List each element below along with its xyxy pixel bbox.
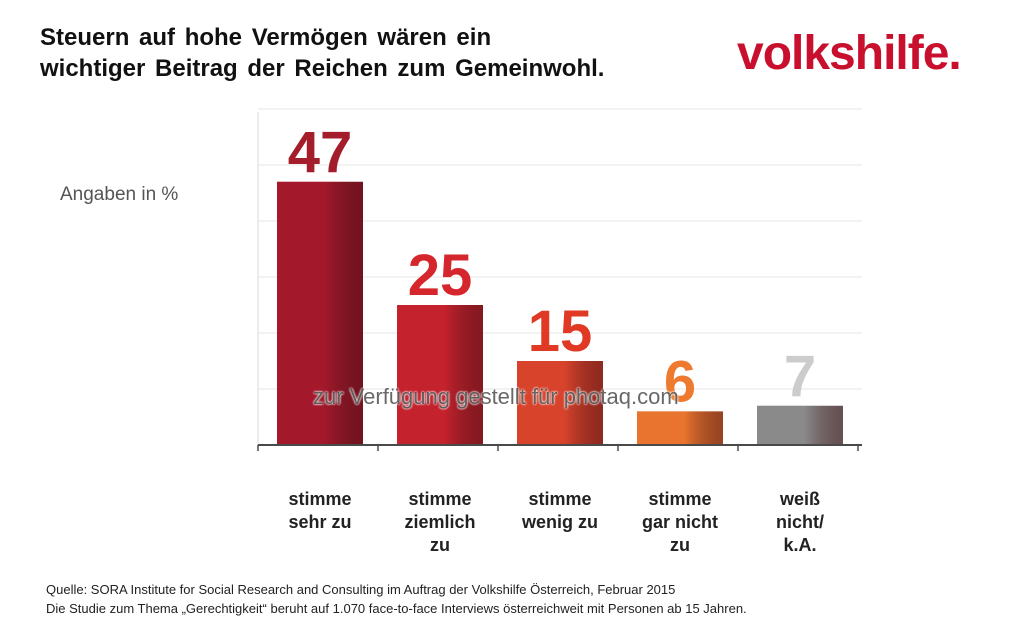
volkshilfe-logo: volkshilfe. — [737, 27, 962, 80]
watermark: zur Verfügung gestellt für photaq.com — [313, 384, 679, 409]
category-label: stimme sehr zu — [288, 489, 351, 532]
title-line-2: wichtiger Beitrag der Reichen zum Gemein… — [40, 55, 605, 82]
bar-value-label: 6 — [664, 349, 696, 414]
category-label: stimme wenig zu — [521, 489, 598, 532]
category-label: stimme gar nicht zu — [642, 489, 718, 555]
source-footer: Quelle: SORA Institute for Social Resear… — [46, 580, 747, 618]
category-label: stimme ziemlich zu — [404, 489, 475, 555]
bar-value-label: 7 — [784, 344, 816, 409]
y-axis-label: Angaben in % — [60, 184, 179, 205]
bar-shading — [397, 305, 483, 445]
bar-value-label: 25 — [408, 243, 473, 308]
x-axis — [257, 444, 862, 451]
bar-shading — [757, 405, 843, 445]
bar-shading — [277, 181, 363, 446]
bar-shading — [517, 361, 603, 445]
bar-value-label: 15 — [528, 299, 593, 364]
bar-value-label: 47 — [288, 120, 353, 185]
category-labels: stimme sehr zu stimme ziemlich zu stimme wenig… — [288, 489, 824, 555]
category-label: weiß nicht/k.A. — [776, 489, 824, 555]
bar-shading — [637, 411, 723, 445]
chart-title: Steuern auf hohe Vermögen wären ein wich… — [40, 22, 740, 84]
bars: 47 25 15 6 7 — [277, 120, 843, 446]
source-line: Quelle: SORA Institute for Social Resear… — [46, 582, 676, 597]
study-note-line: Die Studie zum Thema „Gerechtigkeit“ ber… — [46, 601, 747, 616]
title-line-1: Steuern auf hohe Vermögen wären ein — [40, 24, 492, 51]
